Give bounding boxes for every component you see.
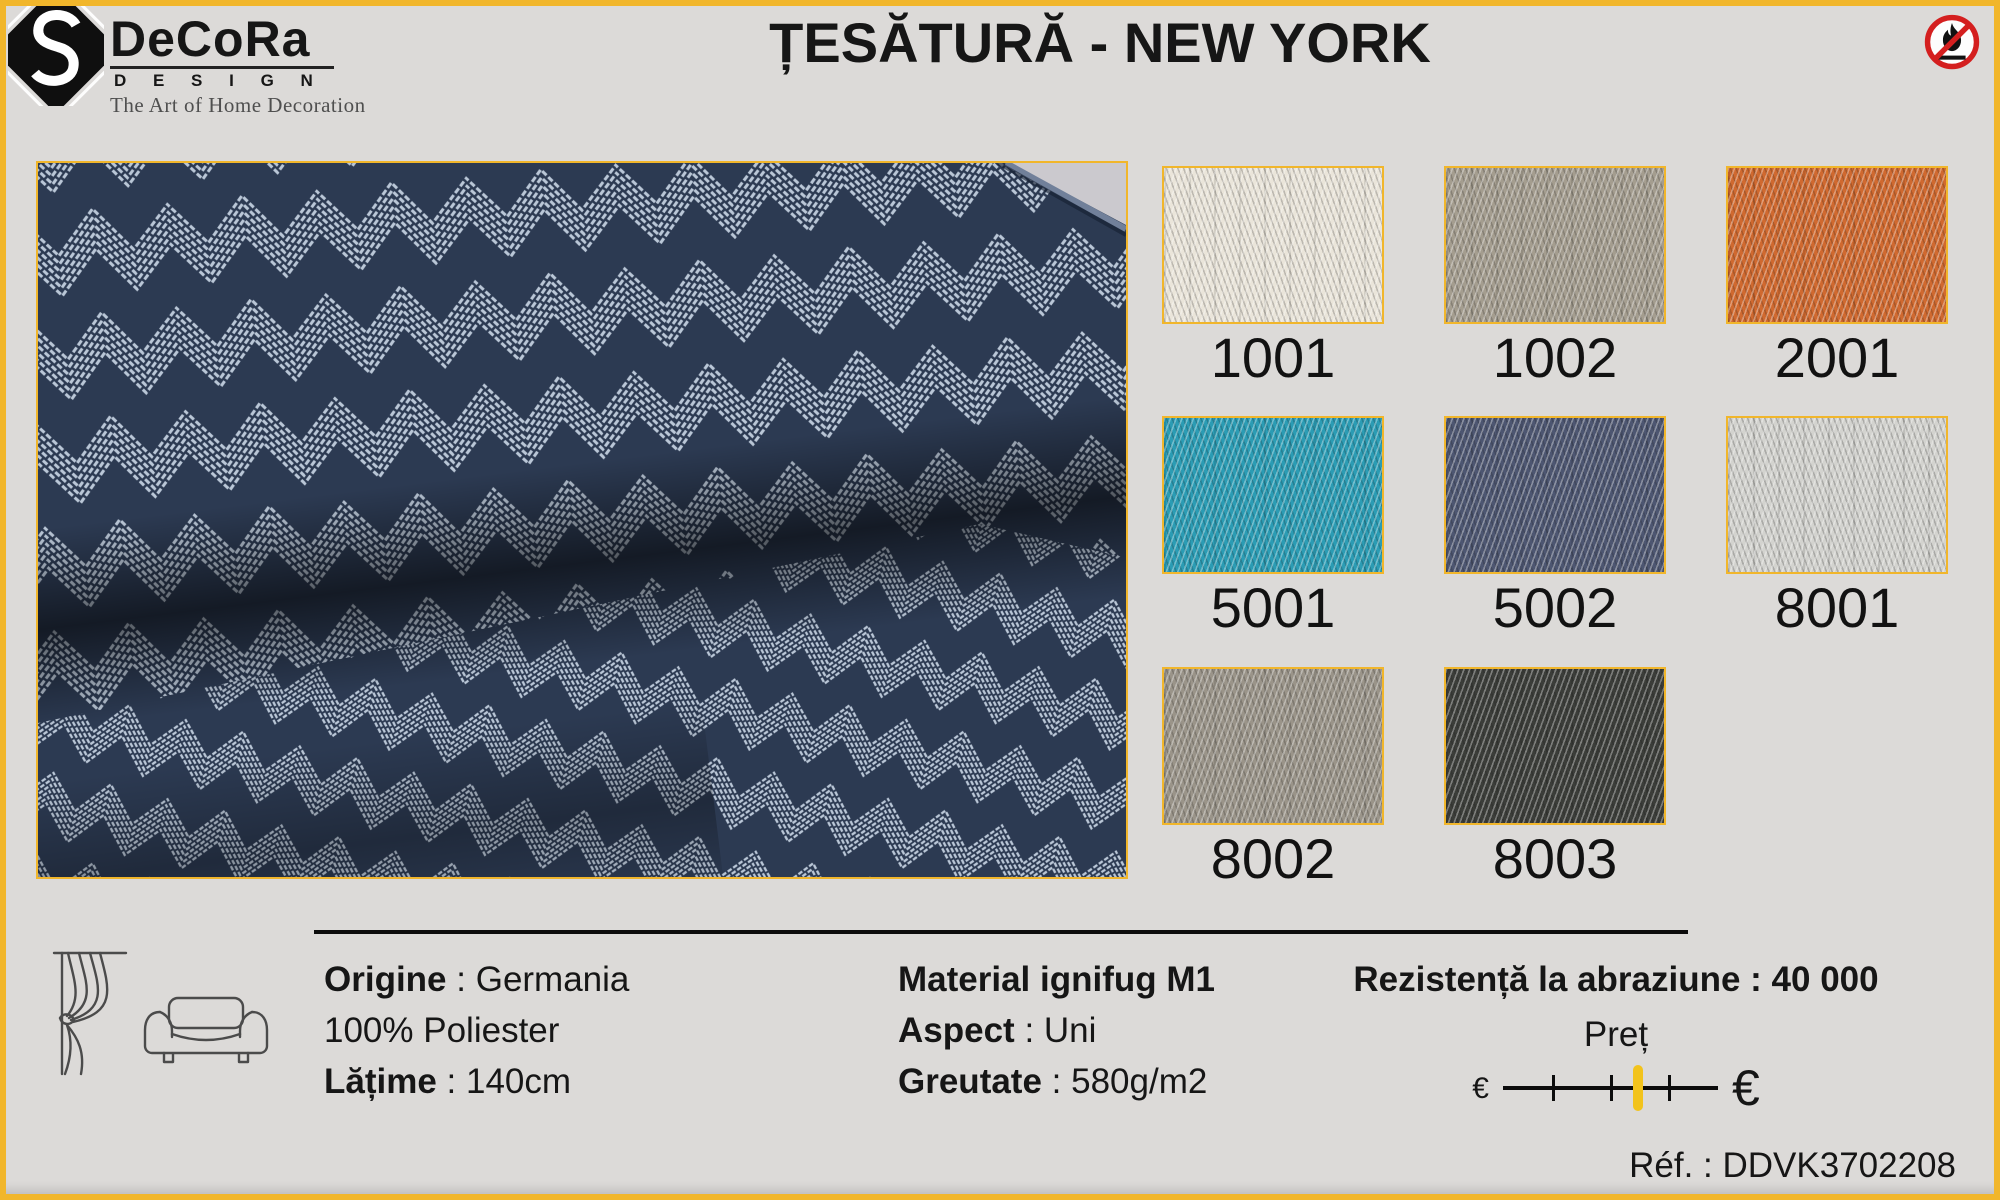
fabric-swatch-code: 5002	[1492, 576, 1618, 640]
fabric-swatch-code: 8001	[1774, 576, 1900, 640]
fabric-swatch-5002: 5002	[1444, 416, 1666, 640]
price-label: Preț	[1583, 1015, 1649, 1054]
price-scale-tick	[1610, 1075, 1614, 1101]
price-scale: € €	[1326, 1059, 1906, 1116]
spec-weight: Greutate : 580g/m2	[898, 1056, 1215, 1107]
fabric-swatch-texture	[1444, 666, 1666, 825]
swatch-grid: 1001 1002 2001 5001 5002 8001 8002	[1162, 166, 1962, 891]
fabric-swatch-texture	[1162, 416, 1384, 575]
fabric-swatch-2001: 2001	[1726, 166, 1948, 390]
fabric-swatch-code: 1001	[1210, 326, 1336, 389]
spec-origin-value: : Germania	[456, 960, 630, 999]
fabric-swatch-code: 8003	[1492, 826, 1618, 890]
spec-aspect-label: Aspect	[898, 1011, 1015, 1050]
spec-aspect: Aspect : Uni	[898, 1005, 1215, 1056]
reference-number: Réf. : DDVK3702208	[1629, 1146, 1956, 1185]
no-fire-icon	[1924, 14, 1980, 70]
fabric-swatch-texture	[1444, 416, 1666, 575]
fabric-photo	[36, 161, 1128, 879]
spec-width-value: : 140cm	[446, 1062, 572, 1101]
specs-column-left: Origine : Germania 100% Poliester Lățime…	[324, 954, 629, 1107]
fabric-swatch-code: 8002	[1210, 826, 1336, 890]
spec-origin: Origine : Germania	[324, 954, 629, 1005]
spec-origin-label: Origine	[324, 960, 447, 999]
spec-aspect-value: : Uni	[1024, 1011, 1097, 1050]
spec-composition: 100% Poliester	[324, 1011, 560, 1050]
sofa-icon	[143, 996, 269, 1064]
brand-logo: DeCoRa D E S I G N The Art of Home Decor…	[8, 6, 366, 118]
brand-design-word: D E S I G N	[114, 71, 324, 90]
fabric-swatch-texture	[1444, 166, 1666, 324]
page-title: ȚESĂTURĂ - NEW YORK	[769, 11, 1431, 74]
price-scale-tick	[1668, 1075, 1672, 1101]
spec-abrasion: Rezistență la abraziune : 40 000	[1353, 960, 1879, 999]
fabric-swatch-1002: 1002	[1444, 166, 1666, 390]
fabric-swatch-8003: 8003	[1444, 666, 1666, 891]
spec-weight-value: : 580g/m2	[1051, 1062, 1208, 1101]
specs-column-right: Rezistență la abraziune : 40 000 Preț € …	[1326, 954, 1906, 1116]
brand-tagline: The Art of Home Decoration	[110, 92, 366, 117]
specs-column-middle: Material ignifug M1 Aspect : Uni Greutat…	[898, 954, 1215, 1107]
price-scale-track	[1502, 1064, 1718, 1112]
fabric-swatch-texture	[1726, 416, 1948, 575]
spec-width-label: Lățime	[324, 1062, 437, 1101]
fabric-swatch-8002: 8002	[1162, 666, 1384, 891]
fabric-swatch-1001: 1001	[1162, 166, 1384, 390]
fabric-swatch-code: 5001	[1210, 576, 1336, 640]
curtain-icon	[52, 951, 128, 1076]
specs-divider	[314, 930, 1688, 934]
fabric-swatch-texture	[1162, 166, 1384, 324]
fabric-swatch-code: 2001	[1774, 326, 1900, 389]
brand-name: DeCoRa	[110, 14, 334, 69]
euro-max-symbol: €	[1731, 1059, 1760, 1116]
spec-material: Material ignifug M1	[898, 960, 1215, 999]
price-scale-tick	[1552, 1075, 1556, 1101]
euro-min-symbol: €	[1472, 1071, 1489, 1105]
spec-width: Lățime : 140cm	[324, 1056, 629, 1107]
spec-weight-label: Greutate	[898, 1062, 1042, 1101]
fabric-swatch-texture	[1162, 666, 1384, 825]
brand-logo-text: DeCoRa D E S I G N The Art of Home Decor…	[110, 6, 366, 118]
brand-logo-icon	[8, 6, 104, 106]
fabric-swatch-texture	[1726, 166, 1948, 324]
fabric-swatch-code: 1002	[1492, 326, 1618, 389]
fabric-swatch-8001: 8001	[1726, 416, 1948, 640]
fabric-swatch-5001: 5001	[1162, 416, 1384, 640]
usage-icons	[52, 946, 282, 1086]
price-level-marker	[1633, 1065, 1644, 1111]
